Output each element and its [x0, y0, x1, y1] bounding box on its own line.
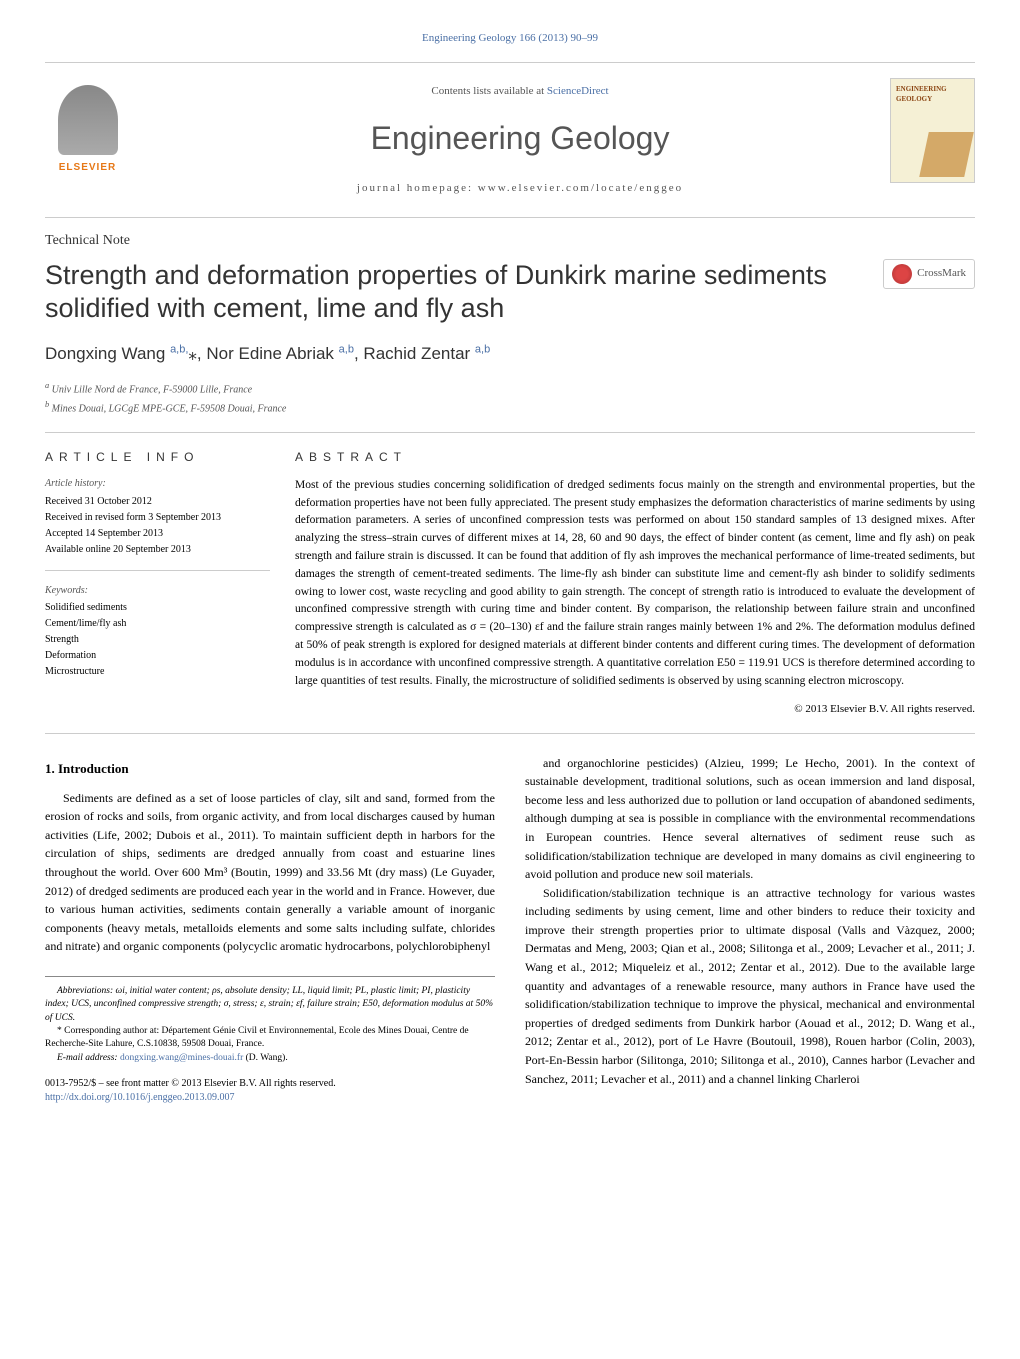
intro-paragraph: Solidification/stabilization technique i…: [525, 884, 975, 1089]
keyword: Microstructure: [45, 664, 270, 680]
issn-line: 0013-7952/$ – see front matter © 2013 El…: [45, 1077, 495, 1091]
footnotes-block: Abbreviations: ωi, initial water content…: [45, 976, 495, 1065]
abbreviations-note: Abbreviations: ωi, initial water content…: [45, 985, 495, 1025]
crossmark-icon: [892, 264, 912, 284]
intro-heading: 1. Introduction: [45, 759, 495, 779]
article-history: Article history: Received 31 October 201…: [45, 476, 270, 571]
journal-homepage: journal homepage: www.elsevier.com/locat…: [170, 180, 870, 197]
body-columns: 1. Introduction Sediments are defined as…: [45, 754, 975, 1105]
cover-title: ENGINEERING GEOLOGY: [896, 84, 969, 105]
authors-line: Dongxing Wang a,b,⁎, Nor Edine Abriak a,…: [45, 341, 975, 367]
article-info-block: ARTICLE INFO Article history: Received 3…: [45, 448, 295, 717]
elsevier-logo: ELSEVIER: [45, 78, 130, 183]
paper-title: Strength and deformation properties of D…: [45, 259, 883, 327]
keywords-label: Keywords:: [45, 583, 270, 598]
sciencedirect-link[interactable]: ScienceDirect: [547, 85, 609, 97]
doi-link[interactable]: http://dx.doi.org/10.1016/j.enggeo.2013.…: [45, 1092, 235, 1103]
elsevier-tree-icon: [58, 85, 118, 155]
affiliation-b: b Mines Douai, LGCgE MPE-GCE, F-59508 Do…: [45, 398, 975, 417]
keyword: Deformation: [45, 648, 270, 664]
available-date: Available online 20 September 2013: [45, 542, 270, 558]
journal-cover-thumb: ENGINEERING GEOLOGY: [890, 78, 975, 183]
affiliations-block: a Univ Lille Nord de France, F-59000 Lil…: [45, 379, 975, 418]
accepted-date: Accepted 14 September 2013: [45, 526, 270, 542]
elsevier-label: ELSEVIER: [59, 160, 116, 175]
column-right: and organochlorine pesticides) (Alzieu, …: [525, 754, 975, 1105]
keyword: Solidified sediments: [45, 600, 270, 616]
intro-paragraph: and organochlorine pesticides) (Alzieu, …: [525, 754, 975, 884]
intro-paragraph: Sediments are defined as a set of loose …: [45, 789, 495, 956]
email-link[interactable]: dongxing.wang@mines-douai.fr: [120, 1053, 243, 1063]
article-type: Technical Note: [45, 230, 975, 251]
abstract-block: ABSTRACT Most of the previous studies co…: [295, 448, 975, 717]
email-note: E-mail address: dongxing.wang@mines-doua…: [45, 1052, 495, 1065]
doi-block: 0013-7952/$ – see front matter © 2013 El…: [45, 1077, 495, 1105]
abstract-text: Most of the previous studies concerning …: [295, 477, 975, 691]
abstract-heading: ABSTRACT: [295, 448, 975, 467]
keyword: Cement/lime/fly ash: [45, 616, 270, 632]
keyword: Strength: [45, 632, 270, 648]
received-date: Received 31 October 2012: [45, 494, 270, 510]
column-left: 1. Introduction Sediments are defined as…: [45, 754, 495, 1105]
keywords-list: Solidified sediments Cement/lime/fly ash…: [45, 600, 270, 680]
journal-title: Engineering Geology: [170, 114, 870, 162]
revised-date: Received in revised form 3 September 201…: [45, 510, 270, 526]
history-label: Article history:: [45, 476, 270, 492]
author-affil-sup: a,b: [339, 343, 354, 355]
cover-art-icon: [919, 132, 974, 177]
abstract-copyright: © 2013 Elsevier B.V. All rights reserved…: [295, 701, 975, 718]
affiliation-a: a Univ Lille Nord de France, F-59000 Lil…: [45, 379, 975, 398]
author-affil-sup: a,b,: [170, 343, 188, 355]
author-affil-sup: a,b: [475, 343, 490, 355]
contents-available-line: Contents lists available at ScienceDirec…: [170, 83, 870, 100]
article-info-heading: ARTICLE INFO: [45, 448, 270, 466]
journal-citation: Engineering Geology 166 (2013) 90–99: [45, 30, 975, 47]
crossmark-badge[interactable]: CrossMark: [883, 259, 975, 289]
contents-text: Contents lists available at: [431, 85, 546, 97]
journal-header-bar: ELSEVIER Contents lists available at Sci…: [45, 62, 975, 218]
journal-center-block: Contents lists available at ScienceDirec…: [150, 78, 890, 202]
crossmark-label: CrossMark: [917, 265, 966, 282]
corresponding-note: * Corresponding author at: Département G…: [45, 1025, 495, 1052]
